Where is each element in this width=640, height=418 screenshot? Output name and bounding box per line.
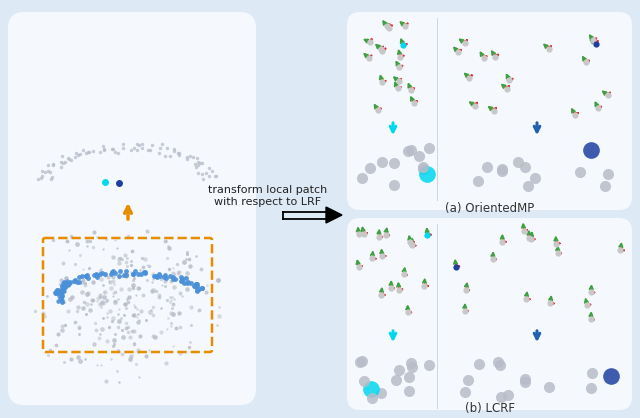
- FancyBboxPatch shape: [347, 218, 632, 410]
- Text: (b) LCRF: (b) LCRF: [465, 402, 515, 415]
- FancyBboxPatch shape: [8, 12, 256, 405]
- Text: transform local patch
with respect to LRF: transform local patch with respect to LR…: [209, 185, 328, 207]
- Polygon shape: [326, 207, 342, 223]
- Text: (a) OrientedMP: (a) OrientedMP: [445, 202, 534, 215]
- FancyBboxPatch shape: [347, 12, 632, 210]
